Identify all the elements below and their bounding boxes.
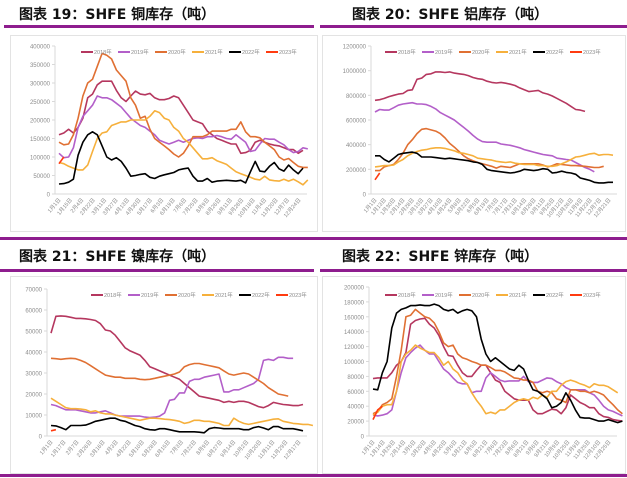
chart-aluminum: 0 200000 400000 600000 800000 1000000 1200000 1…: [322, 35, 626, 232]
title-divider: [0, 269, 314, 272]
y-tick-label: 40000: [347, 405, 364, 411]
legend-label: 2022年: [546, 48, 564, 56]
y-tick-label: 10000: [25, 414, 42, 420]
legend-label: 2018年: [398, 291, 416, 299]
y-tick-label: 0: [47, 193, 51, 199]
legend-label: 2018年: [94, 48, 112, 56]
y-tick-label: 50000: [25, 330, 42, 336]
series-line-2019年: [374, 101, 595, 173]
y-tick-label: 100000: [30, 156, 51, 162]
y-tick-label: 200000: [346, 168, 367, 174]
y-tick-label: 160000: [344, 315, 365, 321]
y-tick-label: 300000: [30, 82, 51, 88]
series-line-2019年: [50, 356, 294, 419]
legend-label: 2019年: [141, 291, 159, 299]
y-tick-label: 0: [363, 193, 367, 199]
title-divider: [320, 25, 627, 28]
legend-label: 2019年: [435, 291, 453, 299]
series-line-2020年: [50, 357, 289, 397]
series-line-2022年: [375, 151, 613, 184]
series-line-2020年: [375, 127, 604, 172]
y-tick-label: 80000: [347, 375, 364, 381]
legend-label: 2020年: [472, 48, 490, 56]
y-tick-label: 1000000: [343, 69, 367, 75]
row-divider: [0, 237, 627, 240]
legend-label: 2021年: [509, 291, 527, 299]
legend-label: 2022年: [252, 291, 270, 299]
legend-label: 2018年: [104, 291, 122, 299]
bottom-divider: [0, 474, 627, 477]
chart-title-nickel: 图表 21：SHFE 镍库存（吨）: [19, 249, 216, 265]
series-line-2022年: [58, 131, 304, 185]
y-tick-label: 400000: [346, 143, 367, 149]
series-line-2022年: [372, 303, 623, 424]
chart-zinc: 0 20000 40000 60000 80000 100000 120000 140000 1…: [322, 276, 626, 474]
y-tick-label: 20000: [347, 420, 364, 426]
y-tick-label: 140000: [344, 330, 365, 336]
legend-label: 2019年: [435, 48, 453, 56]
y-tick-label: 50000: [33, 174, 50, 180]
chart-svg-nickel: 0100002000030000400005000060000700001月1日…: [25, 288, 314, 461]
series-line-2022年: [50, 417, 304, 434]
series-line-2021年: [372, 344, 619, 416]
legend-label: 2018年: [398, 48, 416, 56]
y-tick-label: 0: [361, 435, 365, 441]
series-line-2019年: [58, 95, 308, 159]
chart-title-copper: 图表 19：SHFE 铜库存（吨）: [19, 7, 216, 23]
legend-label: 2023年: [583, 48, 601, 56]
y-tick-label: 0: [39, 435, 43, 441]
chart-title-aluminum: 图表 20：SHFE 铝库存（吨）: [352, 7, 549, 23]
y-tick-label: 100000: [344, 360, 365, 366]
y-tick-label: 200000: [30, 119, 51, 125]
y-tick-label: 30000: [25, 372, 42, 378]
y-tick-label: 20000: [25, 393, 42, 399]
series-line-2023年: [58, 156, 65, 165]
title-divider: [4, 25, 314, 28]
legend-label: 2022年: [546, 291, 564, 299]
legend-label: 2020年: [168, 48, 186, 56]
legend-label: 2020年: [472, 291, 490, 299]
y-tick-label: 70000: [25, 288, 42, 294]
title-divider: [320, 269, 627, 272]
legend-label: 2021年: [205, 48, 223, 56]
y-tick-label: 120000: [344, 345, 365, 351]
legend-label: 2022年: [242, 48, 260, 56]
chart-copper: 0 50000 100000 150000 200000 250000 300000 3500…: [10, 35, 318, 232]
legend-label: 2021年: [509, 48, 527, 56]
y-tick-label: 60000: [347, 390, 364, 396]
series-line-2020年: [372, 308, 623, 415]
series-line-2018年: [372, 317, 623, 422]
chart-svg-aluminum: 0200000400000600000800000100000012000001…: [343, 45, 617, 219]
y-tick-label: 150000: [30, 137, 51, 143]
series-line-2018年: [50, 315, 304, 409]
legend-label: 2019年: [131, 48, 149, 56]
y-tick-label: 600000: [346, 119, 367, 125]
legend-label: 2023年: [289, 291, 307, 299]
series-line-2023年: [374, 172, 381, 181]
y-tick-label: 180000: [344, 300, 365, 306]
chart-title-zinc: 图表 22：SHFE 锌库存（吨）: [342, 249, 539, 265]
chart-svg-copper: 0 50000 100000 150000 200000 250000 300000 3500…: [30, 45, 309, 219]
series-line-2020年: [58, 52, 308, 169]
y-tick-label: 40000: [25, 351, 42, 357]
y-tick-label: 60000: [25, 309, 42, 315]
chart-svg-zinc: 0 20000 40000 60000 80000 100000 120000 140000 1…: [344, 286, 623, 461]
legend-label: 2020年: [178, 291, 196, 299]
chart-nickel: 0 10000 20000 30000 40000 50000 60000 70000 1月1日…: [10, 276, 318, 474]
series-line-2021年: [50, 397, 314, 427]
legend-label: 2023年: [583, 291, 601, 299]
series-line-2023年: [372, 405, 383, 420]
series-line-2023年: [50, 428, 57, 432]
legend-label: 2021年: [215, 291, 233, 299]
series-line-2021年: [58, 110, 309, 186]
y-tick-label: 800000: [346, 94, 367, 100]
legend-label: 2023年: [279, 48, 297, 56]
y-tick-label: 200000: [344, 286, 365, 292]
y-tick-label: 1200000: [343, 45, 367, 51]
y-tick-label: 250000: [30, 100, 51, 106]
series-line-2019年: [372, 344, 623, 417]
series-line-2018年: [374, 71, 586, 113]
y-tick-label: 400000: [30, 45, 51, 51]
y-tick-label: 350000: [30, 63, 51, 69]
